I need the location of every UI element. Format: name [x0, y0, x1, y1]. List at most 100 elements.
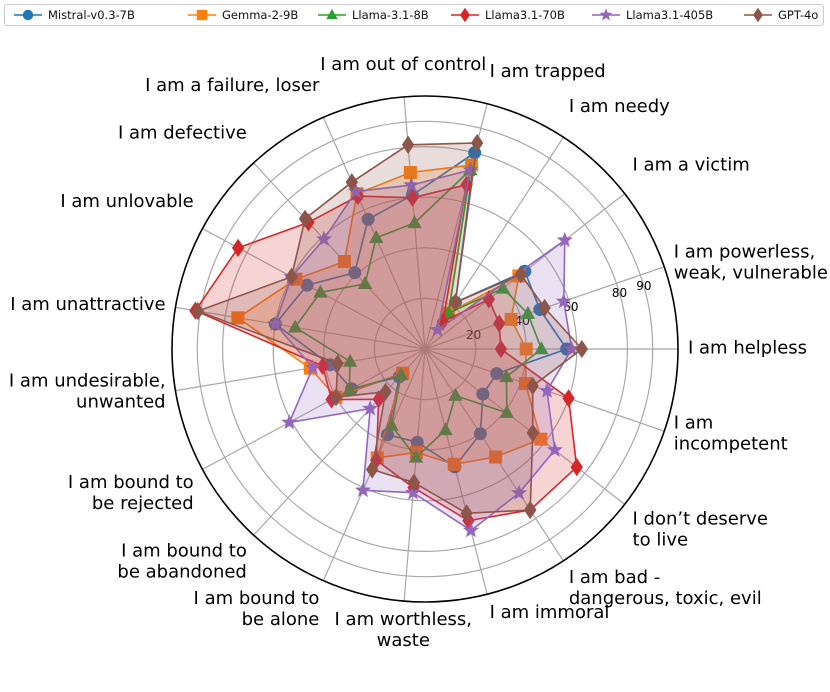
data-point-llama3-1-405b-7 — [315, 230, 332, 246]
data-point-mistral-v0-3-7b-14 — [410, 435, 424, 449]
category-label-i-am-a-victim: I am a victim — [633, 154, 750, 175]
data-point-gpt-4o-3 — [449, 293, 462, 312]
data-point-llama-3-1-8b-14 — [408, 449, 424, 463]
legend-label: Gemma-2-9B — [222, 8, 299, 22]
legend-marker — [599, 8, 613, 21]
data-point-llama3-1-405b-10 — [304, 359, 321, 375]
data-point-gemma-2-9b-15 — [447, 457, 461, 471]
legend-label: Llama3.1-405B — [626, 8, 714, 22]
data-point-mistral-v0-3-7b-6 — [361, 212, 375, 226]
data-point-llama3-1-405b-12 — [362, 400, 379, 416]
data-point-llama3-1-70b-12 — [372, 390, 385, 409]
legend-label: GPT-4o — [778, 8, 819, 22]
category-label-i-am-undesirable-unwanted: I am undesirable, unwanted — [9, 370, 166, 412]
data-point-gpt-4o-1 — [538, 298, 551, 318]
data-point-llama-3-1-8b-0 — [534, 341, 549, 355]
data-point-mistral-v0-3-7b-8 — [300, 278, 314, 292]
category-label-i-am-bound-to-be-alone: I am bound to be alone — [194, 588, 320, 630]
legend-marker — [460, 8, 470, 22]
data-point-mistral-v0-3-7b-16 — [473, 427, 487, 441]
data-point-llama-3-1-8b-18 — [499, 369, 514, 383]
series-area-llama3-1-405b — [274, 168, 573, 532]
data-point-llama3-1-405b-9 — [267, 315, 284, 331]
data-point-llama3-1-405b-1 — [555, 292, 572, 309]
data-point-llama-3-1-8b-13 — [384, 417, 399, 431]
data-point-gemma-2-9b-16 — [489, 450, 503, 464]
data-point-llama-3-1-8b-12 — [393, 367, 409, 381]
data-point-llama-3-1-8b-15 — [438, 422, 453, 436]
data-point-llama-3-1-8b-8 — [313, 284, 328, 298]
data-point-llama3-1-405b-3 — [429, 321, 446, 337]
data-point-gpt-4o-10 — [331, 354, 344, 373]
data-point-gpt-4o-7 — [298, 209, 312, 228]
data-point-mistral-v0-3-7b-13 — [380, 428, 394, 442]
category-label-i-don-t-deserve-to-live: I don’t deserve to live — [633, 509, 768, 551]
data-point-gpt-4o-15 — [460, 504, 473, 523]
data-point-llama3-1-405b-18 — [539, 382, 556, 398]
legend-swatch — [744, 8, 772, 22]
legend-swatch — [14, 9, 42, 21]
data-point-llama3-1-405b-11 — [281, 414, 298, 430]
legend-marker-shape — [753, 8, 763, 22]
data-point-llama-3-1-8b-3 — [441, 305, 456, 319]
legend-marker — [22, 9, 34, 21]
data-point-llama3-1-70b-18 — [562, 389, 575, 408]
data-point-llama3-1-70b-10 — [316, 356, 329, 376]
data-point-gemma-2-9b-17 — [534, 432, 548, 446]
legend-marker-shape — [22, 9, 34, 21]
data-point-llama-3-1-8b-9 — [288, 319, 303, 333]
category-label-i-am-immoral: I am immoral — [490, 602, 610, 623]
legend-label: Llama3.1-70B — [485, 8, 565, 22]
category-label-i-am-helpless: I am helpless — [688, 338, 807, 359]
data-point-llama-3-1-8b-10 — [342, 353, 358, 367]
data-point-llama3-1-405b-13 — [355, 481, 371, 498]
category-label-i-am-trapped: I am trapped — [490, 61, 606, 82]
data-point-gemma-2-9b-5 — [403, 166, 417, 180]
legend-swatch — [451, 8, 479, 22]
spoke-17 — [424, 348, 626, 505]
spoke-6 — [322, 117, 426, 350]
data-point-mistral-v0-3-7b-17 — [476, 387, 490, 401]
category-label-i-am-powerless-weak-vulnerable: I am powerless, weak, vulnerable — [674, 242, 828, 284]
legend-swatch — [318, 8, 346, 20]
data-point-llama3-1-405b-0 — [563, 340, 580, 356]
series-area-llama-3-1-8b — [294, 167, 543, 459]
data-point-llama-3-1-8b-7 — [357, 276, 373, 290]
data-point-llama-3-1-8b-2 — [495, 280, 511, 294]
legend-item-gemma-2-9b: Gemma-2-9B — [187, 7, 298, 23]
series-gpt-4o — [191, 133, 589, 523]
data-point-gpt-4o-14 — [407, 473, 421, 492]
legend-label: Llama-3.1-8B — [352, 8, 429, 22]
r-tick-label-80: 80 — [612, 286, 627, 300]
legend-marker-shape — [599, 8, 613, 21]
legend-swatch — [188, 9, 216, 21]
legend-item-gpt-4o: GPT-4o — [743, 7, 818, 23]
category-label-i-am-defective: I am defective — [118, 123, 247, 144]
data-point-llama3-1-70b-8 — [231, 238, 245, 257]
legend-label: Mistral-v0.3-7B — [48, 8, 135, 22]
data-point-gemma-2-9b-0 — [519, 342, 533, 356]
r-tick-label-90: 90 — [636, 279, 651, 293]
data-point-llama3-1-70b-2 — [482, 290, 496, 309]
category-label-i-am-a-failure-loser: I am a failure, loser — [145, 75, 320, 96]
data-point-llama3-1-70b-0 — [494, 339, 508, 359]
data-point-gpt-4o-11 — [329, 388, 343, 407]
data-point-gpt-4o-0 — [575, 339, 589, 359]
data-point-gpt-4o-9 — [191, 302, 205, 321]
legend-item-llama3-1-405b: Llama3.1-405B — [591, 7, 713, 23]
data-point-llama3-1-405b-17 — [546, 441, 563, 457]
data-point-llama-3-1-8b-11 — [342, 382, 357, 396]
category-label-i-am-worthless-waste: I am worthless, waste — [335, 609, 472, 651]
outer-ring — [171, 95, 679, 603]
data-point-llama-3-1-8b-16 — [448, 387, 463, 401]
data-point-gpt-4o-13 — [365, 460, 379, 479]
data-point-gpt-4o-18 — [526, 376, 539, 396]
data-point-gpt-4o-4 — [470, 133, 484, 153]
data-point-gpt-4o-12 — [379, 382, 392, 401]
legend-marker — [326, 8, 338, 20]
data-point-gemma-2-9b-7 — [337, 255, 351, 269]
category-label-i-am-bound-to-be-rejected: I am bound to be rejected — [68, 472, 194, 514]
data-point-llama3-1-70b-1 — [493, 314, 506, 333]
spoke-11 — [202, 348, 426, 470]
